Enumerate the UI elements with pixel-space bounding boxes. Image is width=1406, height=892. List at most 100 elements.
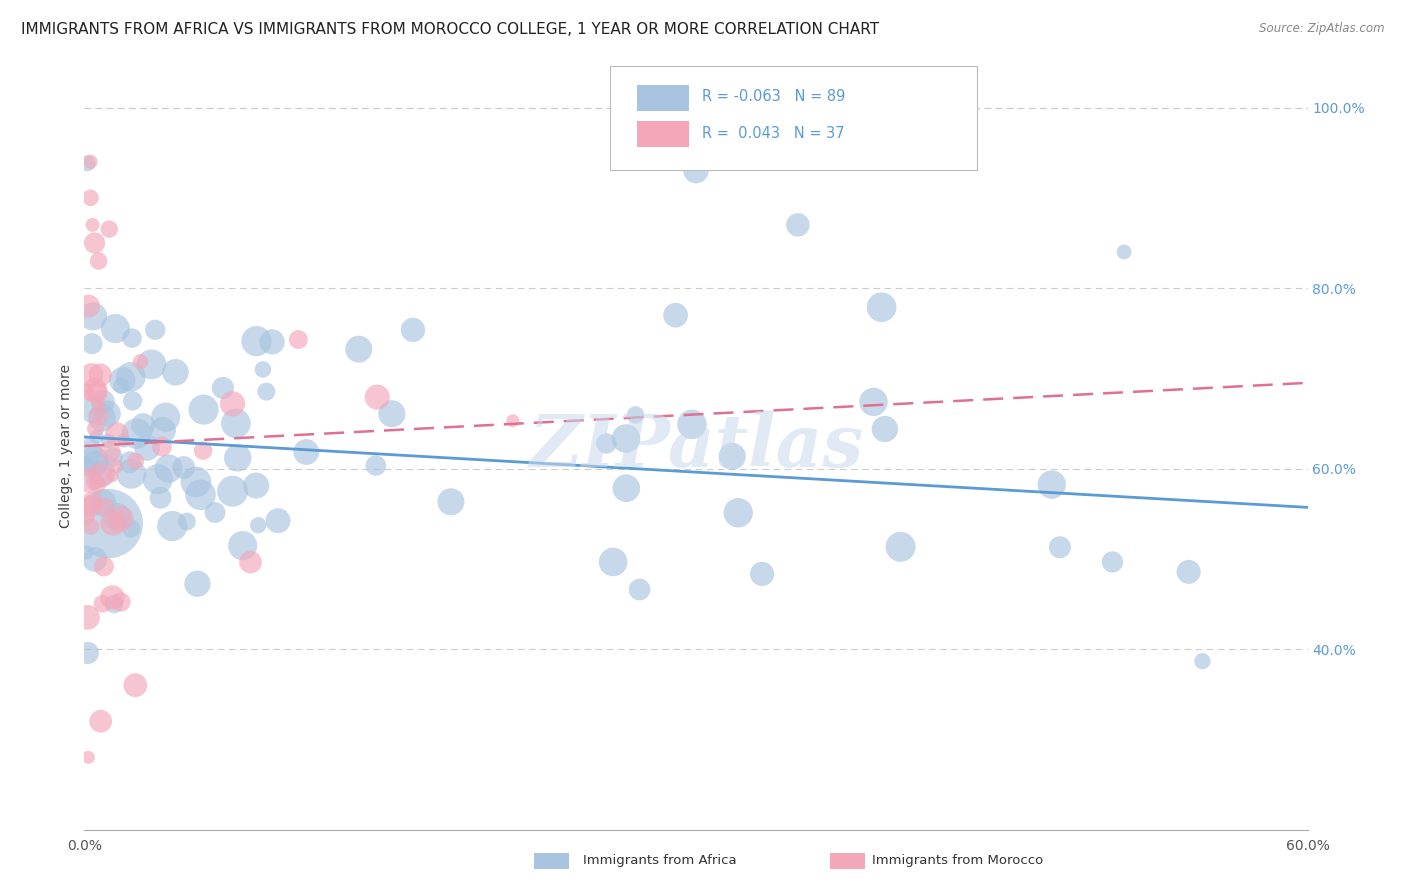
- Point: [1177, 565, 1199, 579]
- Point: [76, 646, 98, 660]
- Point: [212, 381, 235, 395]
- Point: [103, 597, 125, 611]
- Point: [176, 515, 198, 529]
- Point: [82, 495, 104, 509]
- Bar: [637, 85, 689, 111]
- Point: [120, 455, 142, 469]
- Point: [152, 423, 174, 437]
- Point: [121, 393, 143, 408]
- Point: [665, 308, 688, 322]
- Point: [1191, 654, 1213, 668]
- Point: [381, 407, 404, 421]
- Point: [94, 500, 117, 514]
- Point: [226, 450, 249, 465]
- Point: [186, 576, 208, 591]
- Point: [155, 410, 177, 425]
- Point: [245, 334, 267, 348]
- Bar: [830, 853, 865, 869]
- Point: [79, 500, 101, 514]
- Point: [82, 218, 104, 232]
- Point: [157, 461, 180, 475]
- Point: [221, 484, 243, 499]
- Point: [104, 459, 127, 474]
- Point: [75, 509, 97, 524]
- Point: [120, 467, 142, 481]
- Point: [105, 426, 128, 441]
- Point: [150, 440, 173, 454]
- Point: [366, 390, 388, 404]
- Text: Immigrants from Africa: Immigrants from Africa: [583, 855, 737, 867]
- Point: [149, 491, 172, 505]
- Point: [83, 552, 105, 566]
- Point: [110, 595, 132, 609]
- Point: [120, 369, 142, 384]
- Point: [1040, 477, 1063, 491]
- Point: [787, 218, 810, 232]
- Point: [82, 403, 104, 417]
- Point: [870, 300, 893, 314]
- Text: Immigrants from Morocco: Immigrants from Morocco: [872, 855, 1043, 867]
- Point: [602, 555, 624, 569]
- Y-axis label: College, 1 year or more: College, 1 year or more: [59, 364, 73, 528]
- Point: [86, 385, 108, 400]
- Point: [364, 458, 387, 473]
- Point: [91, 597, 114, 611]
- Point: [262, 334, 284, 349]
- Point: [91, 395, 114, 409]
- Point: [98, 444, 121, 458]
- Point: [76, 156, 98, 170]
- Text: Source: ZipAtlas.com: Source: ZipAtlas.com: [1260, 22, 1385, 36]
- Point: [80, 519, 103, 533]
- Point: [502, 414, 524, 428]
- Point: [245, 478, 267, 492]
- Point: [111, 373, 134, 387]
- Point: [143, 323, 166, 337]
- Text: ZIPatlas: ZIPatlas: [529, 410, 863, 482]
- Point: [247, 518, 270, 533]
- Point: [89, 467, 111, 482]
- Point: [77, 299, 100, 313]
- Point: [193, 402, 215, 417]
- Point: [82, 310, 104, 324]
- Point: [101, 516, 124, 530]
- Point: [90, 467, 112, 481]
- Point: [125, 426, 148, 441]
- Point: [97, 407, 120, 421]
- Point: [347, 342, 370, 356]
- Text: IMMIGRANTS FROM AFRICA VS IMMIGRANTS FROM MOROCCO COLLEGE, 1 YEAR OR MORE CORREL: IMMIGRANTS FROM AFRICA VS IMMIGRANTS FRO…: [21, 22, 879, 37]
- Point: [104, 321, 127, 335]
- Point: [681, 417, 703, 432]
- Point: [103, 450, 125, 464]
- Point: [86, 477, 108, 491]
- Point: [121, 331, 143, 345]
- Point: [112, 434, 135, 448]
- Point: [98, 222, 121, 236]
- Point: [1114, 244, 1136, 259]
- Point: [628, 582, 651, 597]
- Point: [110, 511, 132, 525]
- Point: [89, 368, 111, 382]
- Point: [79, 191, 101, 205]
- Point: [129, 355, 152, 369]
- Point: [91, 410, 114, 425]
- Point: [191, 443, 214, 458]
- Point: [614, 432, 637, 446]
- Point: [110, 379, 132, 393]
- Point: [204, 506, 226, 520]
- FancyBboxPatch shape: [610, 66, 977, 169]
- Point: [252, 362, 274, 376]
- Point: [91, 496, 114, 510]
- Point: [76, 610, 98, 624]
- Point: [862, 395, 884, 409]
- Point: [890, 540, 912, 554]
- Point: [90, 714, 112, 729]
- Point: [402, 323, 425, 337]
- Text: R =  0.043   N = 37: R = 0.043 N = 37: [702, 126, 845, 141]
- Point: [685, 163, 707, 178]
- Point: [87, 396, 110, 410]
- Point: [80, 368, 103, 382]
- Point: [254, 384, 277, 399]
- Point: [173, 460, 195, 475]
- Point: [225, 417, 247, 431]
- Point: [75, 384, 97, 399]
